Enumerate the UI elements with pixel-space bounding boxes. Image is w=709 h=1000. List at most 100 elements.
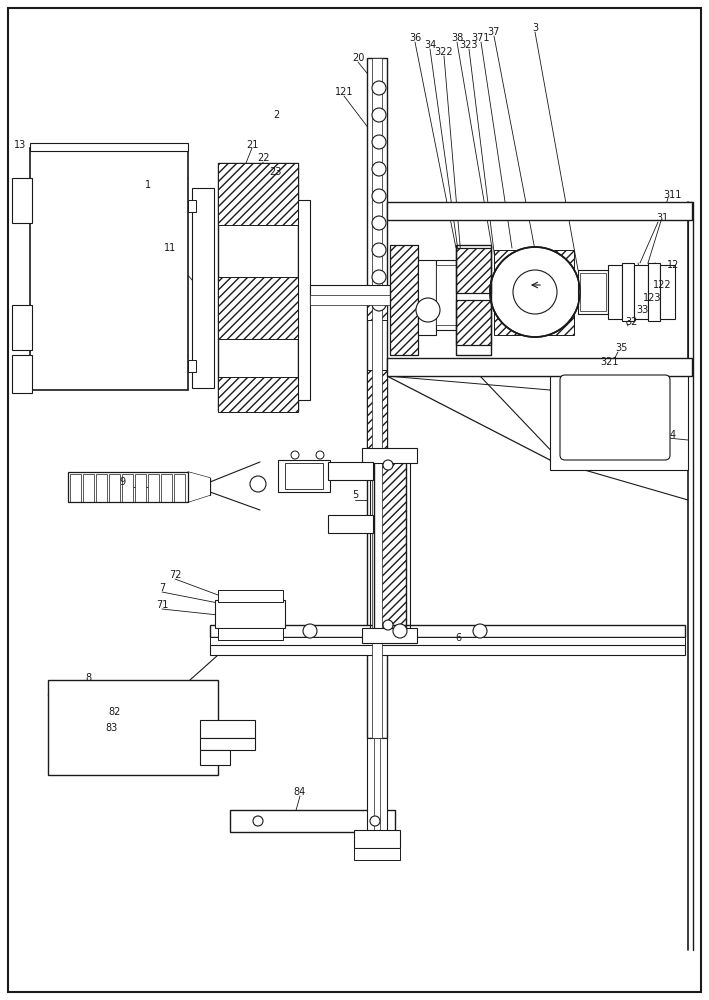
Bar — [188, 360, 196, 372]
Circle shape — [253, 816, 263, 826]
Bar — [367, 300, 387, 320]
Bar — [200, 738, 255, 750]
Bar — [362, 448, 417, 463]
Bar — [418, 305, 436, 325]
Bar — [218, 377, 298, 412]
Text: 31: 31 — [656, 213, 668, 223]
Bar — [354, 848, 400, 860]
Bar — [456, 300, 491, 345]
Text: 6: 6 — [455, 633, 461, 643]
Bar — [83, 474, 94, 502]
FancyBboxPatch shape — [560, 375, 670, 460]
Text: 83: 83 — [106, 723, 118, 733]
Bar — [218, 163, 298, 411]
Bar — [374, 456, 406, 631]
Circle shape — [383, 460, 393, 470]
Bar — [135, 474, 146, 502]
Circle shape — [370, 816, 380, 826]
Bar — [30, 143, 188, 151]
Bar — [660, 265, 675, 319]
Bar — [456, 248, 491, 293]
Bar — [192, 188, 214, 388]
Bar — [12, 178, 32, 223]
Bar — [456, 300, 491, 345]
Text: 72: 72 — [169, 570, 182, 580]
Text: 20: 20 — [352, 53, 364, 63]
Text: 36: 36 — [409, 33, 421, 43]
Text: 71: 71 — [156, 600, 168, 610]
Bar — [580, 273, 606, 311]
Circle shape — [303, 624, 317, 638]
Bar — [109, 474, 120, 502]
Bar — [122, 474, 133, 502]
Circle shape — [372, 216, 386, 230]
Bar — [328, 462, 373, 480]
Text: 37: 37 — [488, 27, 500, 37]
Bar — [12, 355, 32, 393]
Circle shape — [372, 135, 386, 149]
Text: 38: 38 — [451, 33, 463, 43]
Bar — [494, 250, 574, 335]
Text: 32: 32 — [626, 317, 638, 327]
Bar — [622, 263, 634, 321]
Bar — [387, 358, 692, 376]
Bar — [200, 750, 230, 765]
Bar — [608, 265, 622, 319]
Bar — [215, 600, 285, 628]
Circle shape — [291, 451, 299, 459]
Bar — [367, 370, 387, 470]
Bar — [174, 474, 185, 502]
Circle shape — [250, 476, 266, 492]
Bar — [328, 515, 373, 533]
Bar — [230, 810, 395, 832]
Text: 123: 123 — [643, 293, 661, 303]
Text: 8: 8 — [85, 673, 91, 683]
Bar — [210, 625, 685, 637]
Circle shape — [490, 247, 580, 337]
Text: 2: 2 — [273, 110, 279, 120]
Bar — [68, 472, 188, 502]
Bar — [188, 200, 196, 212]
Text: 84: 84 — [294, 787, 306, 797]
Bar — [456, 245, 491, 355]
Text: 21: 21 — [246, 140, 258, 150]
Text: 13: 13 — [14, 140, 26, 150]
Bar — [354, 830, 400, 848]
Text: 321: 321 — [601, 357, 619, 367]
Text: 33: 33 — [636, 305, 648, 315]
Text: 311: 311 — [664, 190, 682, 200]
Circle shape — [372, 108, 386, 122]
Text: 322: 322 — [435, 47, 453, 57]
Bar — [374, 738, 380, 848]
Text: 82: 82 — [108, 707, 121, 717]
Bar — [218, 163, 298, 225]
Bar — [210, 637, 685, 645]
Text: 3: 3 — [532, 23, 538, 33]
Bar — [418, 268, 436, 288]
Circle shape — [383, 620, 393, 630]
Bar — [298, 200, 310, 400]
Text: 1: 1 — [145, 180, 151, 190]
Circle shape — [393, 624, 407, 638]
Bar — [634, 265, 648, 319]
Circle shape — [372, 162, 386, 176]
Bar — [310, 295, 390, 305]
Text: 121: 121 — [335, 87, 353, 97]
Bar — [436, 260, 456, 330]
Text: 371: 371 — [471, 33, 490, 43]
Bar — [96, 474, 107, 502]
Text: 7: 7 — [159, 583, 165, 593]
Circle shape — [513, 270, 557, 314]
Text: 9: 9 — [119, 477, 125, 487]
Polygon shape — [188, 472, 210, 502]
Circle shape — [372, 297, 386, 311]
Bar — [374, 456, 406, 631]
Bar — [367, 58, 387, 738]
Bar — [200, 720, 255, 738]
Bar — [218, 590, 283, 602]
Circle shape — [316, 451, 324, 459]
Bar — [550, 370, 688, 470]
Bar — [390, 245, 418, 355]
Bar — [387, 202, 692, 220]
Circle shape — [372, 243, 386, 257]
